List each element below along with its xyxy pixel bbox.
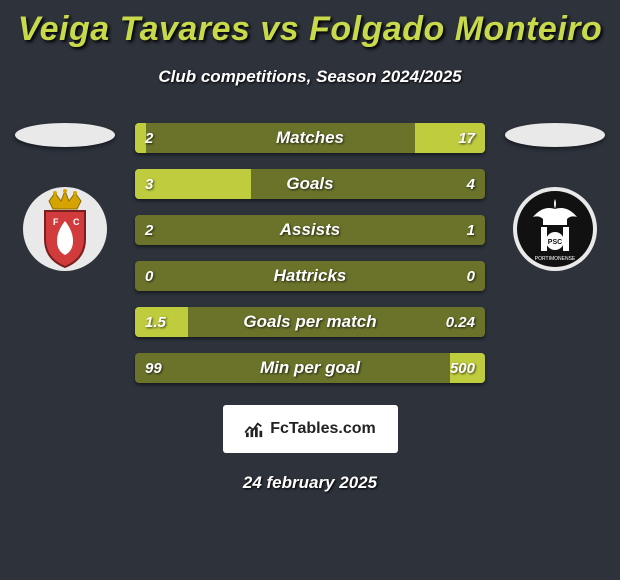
comparison-area: F C PSC PORTIMONENSE 2Matches173 xyxy=(0,123,620,383)
stat-value-right: 4 xyxy=(467,169,475,199)
stat-label: Hattricks xyxy=(135,261,485,291)
club-badge-left: F C xyxy=(23,187,107,271)
page-title: Veiga Tavares vs Folgado Monteiro xyxy=(0,0,620,49)
player-right-avatar-placeholder xyxy=(505,123,605,147)
stat-rows: 2Matches17 3Goals4 2Assists1 0Hattricks0 1.5… xyxy=(135,123,485,383)
brand-chart-icon xyxy=(244,420,266,438)
stat-value-right: 500 xyxy=(450,353,475,383)
club-crest-right-icon: PSC PORTIMONENSE xyxy=(513,187,597,271)
stat-value-right: 1 xyxy=(467,215,475,245)
stat-label: Assists xyxy=(135,215,485,245)
stat-row: 99Min per goal500 xyxy=(135,353,485,383)
stat-label: Matches xyxy=(135,123,485,153)
brand-box[interactable]: FcTables.com xyxy=(223,405,398,453)
stat-value-right: 0 xyxy=(467,261,475,291)
stat-row: 0Hattricks0 xyxy=(135,261,485,291)
player-right-column: PSC PORTIMONENSE xyxy=(500,123,610,271)
player-left-avatar-placeholder xyxy=(15,123,115,147)
stat-value-right: 0.24 xyxy=(446,307,475,337)
date-text: 24 february 2025 xyxy=(0,473,620,493)
club-badge-right: PSC PORTIMONENSE xyxy=(513,187,597,271)
stat-value-right: 17 xyxy=(458,123,475,153)
stat-row: 2Assists1 xyxy=(135,215,485,245)
club-crest-left-icon: F C xyxy=(23,187,107,271)
player-left-column: F C xyxy=(10,123,120,271)
svg-text:PSC: PSC xyxy=(548,239,562,246)
svg-text:F: F xyxy=(53,217,59,227)
subtitle: Club competitions, Season 2024/2025 xyxy=(0,67,620,87)
stat-row: 1.5Goals per match0.24 xyxy=(135,307,485,337)
stat-label: Min per goal xyxy=(135,353,485,383)
svg-text:PORTIMONENSE: PORTIMONENSE xyxy=(535,256,576,262)
brand-text: FcTables.com xyxy=(270,420,376,438)
stat-row: 3Goals4 xyxy=(135,169,485,199)
stat-row: 2Matches17 xyxy=(135,123,485,153)
svg-text:C: C xyxy=(73,217,80,227)
stat-label: Goals xyxy=(135,169,485,199)
stat-label: Goals per match xyxy=(135,307,485,337)
